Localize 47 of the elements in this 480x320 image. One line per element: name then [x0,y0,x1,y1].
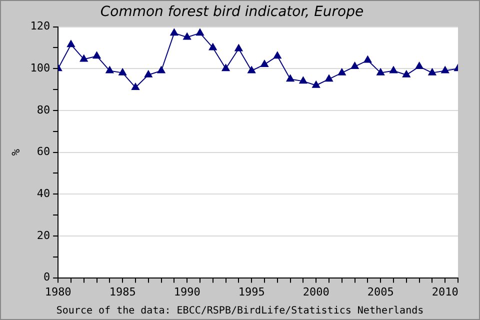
y-tick-label: 120 [30,20,50,33]
point [428,68,436,76]
point [170,28,178,36]
point [157,66,166,74]
point [402,70,410,78]
point [376,68,385,76]
point [299,76,308,84]
point [118,68,127,76]
x-tick-label: 2010 [432,285,458,298]
point [415,62,424,70]
point [132,82,140,90]
source-note: Source of the data: EBCC/RSPB/BirdLife/Statistics Netherlands [56,306,424,317]
point [196,28,204,36]
chart-title: Common forest bird indicator, Europe [100,4,364,20]
point [286,74,294,82]
point [441,66,450,74]
y-tick-label: 40 [36,186,50,200]
point [234,44,243,52]
point [260,60,268,67]
point [390,66,398,74]
point [338,68,346,76]
y-tick-label: 80 [36,103,50,116]
point [364,56,372,63]
point [350,62,359,70]
x-tick-label: 1985 [109,285,136,298]
point [222,64,230,72]
y-tick-label: 60 [36,145,50,158]
point [106,66,114,74]
x-tick-label: 2005 [367,285,394,298]
y-tick-label: 0 [43,270,50,284]
x-tick-label: 1980 [44,285,72,298]
x-tick-label: 2000 [302,285,330,298]
y-axis-title: % [9,148,22,156]
point [144,70,152,78]
point [208,43,217,50]
point [92,52,101,59]
y-tick-label: 20 [36,228,50,242]
point [325,74,333,82]
point [183,32,192,40]
point [80,54,88,62]
point [273,52,282,59]
y-tick-label: 100 [30,61,50,74]
point [248,66,256,74]
x-tick-label: 1990 [174,285,200,298]
x-tick-label: 1995 [238,285,265,298]
point [67,40,75,48]
point [312,80,320,88]
